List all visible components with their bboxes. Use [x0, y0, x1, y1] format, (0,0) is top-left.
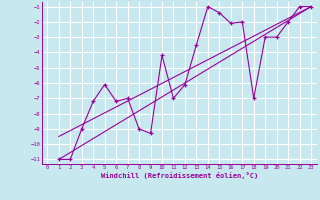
X-axis label: Windchill (Refroidissement éolien,°C): Windchill (Refroidissement éolien,°C)	[100, 172, 258, 179]
